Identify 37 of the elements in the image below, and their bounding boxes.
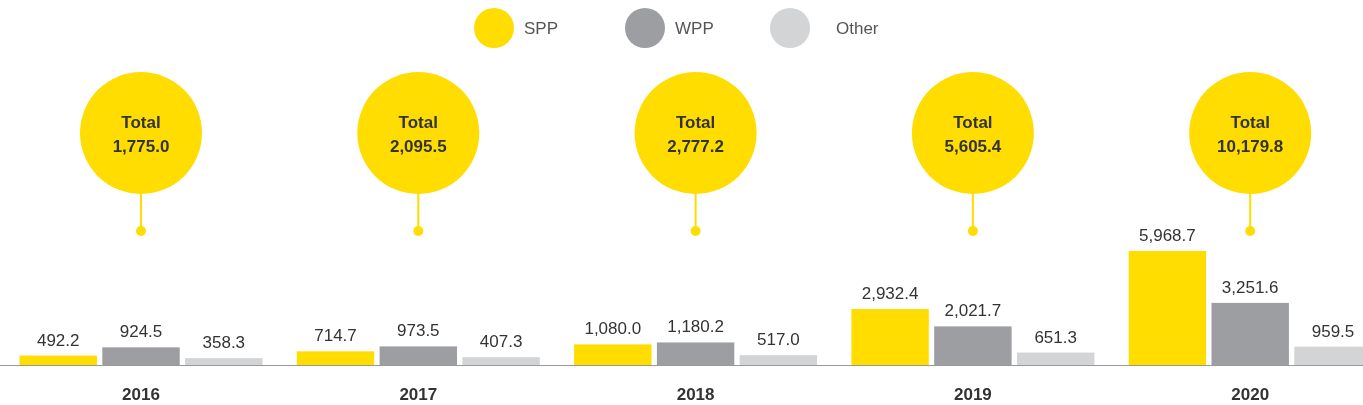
data-label: 924.5 — [119, 322, 163, 342]
bar — [574, 344, 652, 365]
text: Total 1,775.0 — [112, 113, 170, 156]
data-label: 3,251.6 — [1221, 277, 1279, 297]
bar — [19, 355, 97, 365]
data-label: 651.3 — [1034, 327, 1077, 347]
bar — [1016, 352, 1095, 365]
data-label: 2,932.4 — [861, 283, 919, 303]
x-tick-label: 2016 — [122, 385, 160, 404]
data-label: 5,968.7 — [1139, 226, 1196, 245]
bar — [1128, 251, 1207, 365]
legend-label: Other — [836, 19, 879, 38]
data-label: 959.5 — [1311, 321, 1355, 341]
bar — [462, 357, 540, 365]
data-label: 2,021.7 — [944, 301, 1002, 321]
x-tick-label: 2018 — [676, 385, 715, 404]
data-label: 358.3 — [202, 333, 246, 353]
text: Total 2,095.5 — [389, 113, 447, 156]
bar — [739, 355, 818, 365]
x-tick-label: 2020 — [1231, 385, 1270, 404]
bar — [851, 308, 929, 365]
data-label: 1,080.0 — [584, 319, 642, 339]
data-label: 407.3 — [479, 332, 523, 352]
x-tick-label: 2017 — [399, 385, 438, 404]
data-label: 517.0 — [757, 330, 800, 350]
data-label: 973.5 — [397, 321, 440, 341]
legend-label: SPP — [524, 19, 559, 38]
x-tick-label: 2019 — [953, 385, 992, 404]
data-label: 492.2 — [36, 330, 80, 350]
text: Total 5,605.4 — [944, 113, 1002, 156]
bar — [296, 351, 375, 365]
bar — [185, 358, 263, 365]
legend-label: WPP — [675, 19, 714, 38]
text: Total 10,179.8 — [1217, 113, 1284, 156]
data-label: 1,180.2 — [667, 317, 724, 337]
text: Total 2,777.2 — [667, 113, 724, 156]
data-label: 714.7 — [314, 326, 357, 346]
